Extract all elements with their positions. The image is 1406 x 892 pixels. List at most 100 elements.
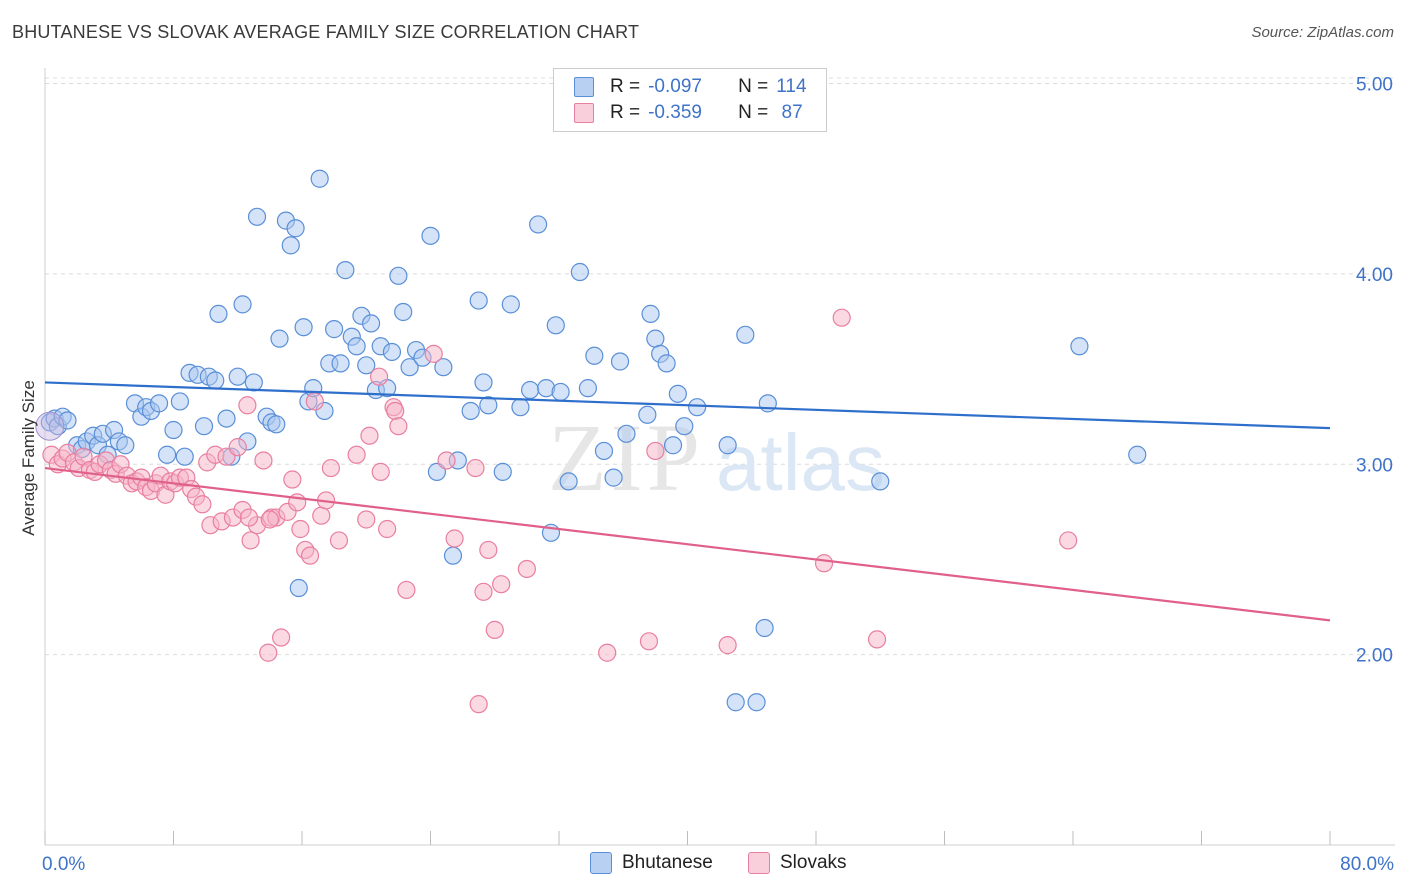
bhutanese-point <box>1128 445 1147 464</box>
bhutanese-point <box>610 352 630 371</box>
y-tick-label-1: 3.00 <box>1356 455 1393 476</box>
legend-n-label: N = <box>738 102 769 123</box>
bottom-legend-bhutanese: Bhutanese <box>590 852 713 874</box>
slovaks-point <box>312 506 331 525</box>
bhutanese-point <box>871 472 890 491</box>
chart-title: BHUTANESE VS SLOVAK AVERAGE FAMILY SIZE … <box>12 22 640 42</box>
bhutanese-point <box>755 618 774 638</box>
watermark-atlas: atlas <box>716 418 885 507</box>
grid-lines <box>45 77 1395 656</box>
bhutanese-point <box>331 354 350 373</box>
bhutanese-point <box>244 373 263 392</box>
legend-n-value: 114 <box>776 76 807 97</box>
slovaks-point <box>386 401 405 421</box>
bhutanese-point <box>638 405 657 424</box>
slovaks-point <box>193 495 212 514</box>
legend-r-label: R = <box>610 102 641 123</box>
bhutanese-point <box>501 295 520 314</box>
slovaks-point <box>272 628 291 647</box>
slovaks-trend-line <box>44 466 1331 622</box>
x-tick-label-0: 0.0% <box>42 854 85 875</box>
slovaks-point <box>517 559 536 579</box>
slovaks-point <box>241 531 260 550</box>
bhutanese-point <box>361 314 381 333</box>
bhutanese-point <box>668 384 687 403</box>
bhutanese-point <box>646 329 665 348</box>
slovaks-point <box>260 510 279 529</box>
slovaks-point <box>469 695 488 714</box>
slovaks-point <box>389 417 408 436</box>
y-axis-label: Average Family Size <box>19 380 38 536</box>
bhutanese-point <box>604 468 623 487</box>
bhutanese-point <box>233 295 252 314</box>
data-points <box>35 169 1147 714</box>
bhutanese-point <box>461 401 480 421</box>
bhutanese-point <box>347 337 366 356</box>
slovaks-point <box>370 367 389 386</box>
y-tick-label-2: 4.00 <box>1356 265 1393 286</box>
overlap-point <box>35 411 65 441</box>
legend-n-label: N = <box>738 76 769 97</box>
slovaks-point <box>259 643 278 662</box>
slovaks-point <box>485 620 504 639</box>
slovaks-point <box>360 426 379 445</box>
slovaks-point <box>646 441 665 461</box>
bhutanese-point <box>267 415 286 434</box>
bhutanese-point <box>170 392 190 411</box>
slovaks-point <box>466 458 485 478</box>
bhutanese-point <box>289 578 308 598</box>
bhutanese-point <box>443 546 463 565</box>
watermark: ZIP atlas <box>548 404 885 511</box>
bottom-legend-slovaks: Slovaks <box>748 852 847 874</box>
bhutanese-point <box>286 219 305 238</box>
bhutanese-point <box>294 318 313 337</box>
slovaks-point <box>321 458 341 478</box>
bhutanese-point <box>228 367 247 386</box>
slovaks-point <box>718 636 737 655</box>
bhutanese-point <box>718 436 737 455</box>
bhutanese-point <box>469 291 488 310</box>
bhutanese-point <box>389 266 408 285</box>
bhutanese-point <box>394 302 413 322</box>
bhutanese-point <box>116 436 135 455</box>
legend-n-value: 87 <box>776 102 803 123</box>
bhutanese-point <box>736 325 755 344</box>
slovaks-point <box>397 580 416 600</box>
bottom-swatch-bhutanese <box>590 852 612 874</box>
slovaks-point <box>424 344 443 363</box>
y-tick-label-3: 5.00 <box>1356 75 1393 96</box>
slovaks-point <box>598 643 617 662</box>
bhutanese-point <box>493 462 512 481</box>
bhutanese-point <box>578 379 598 398</box>
slovaks-point <box>474 582 493 601</box>
slovaks-point <box>378 519 397 539</box>
slovaks-point <box>283 470 302 489</box>
bhutanese-point <box>551 382 570 402</box>
y-tick-label-0: 2.00 <box>1356 646 1393 667</box>
bhutanese-point <box>657 354 676 373</box>
legend-r-value: -0.097 <box>648 76 702 97</box>
slovaks-point <box>492 575 511 594</box>
bhutanese-trend-line <box>44 381 1331 430</box>
bhutanese-point <box>434 358 453 377</box>
legend-row-bhutanese: R = -0.097 N = 114 <box>574 75 807 99</box>
bottom-swatch-slovaks <box>748 852 770 874</box>
slovaks-point <box>300 546 320 565</box>
bhutanese-point <box>164 420 183 440</box>
bhutanese-point <box>421 226 440 245</box>
bhutanese-point <box>58 411 77 430</box>
slovaks-point <box>371 462 390 481</box>
slovaks-point <box>479 540 498 560</box>
bhutanese-point <box>149 394 169 413</box>
bhutanese-point <box>217 409 236 428</box>
slovaks-point <box>347 445 366 464</box>
legend-row-slovaks: R = -0.359 N = 87 <box>574 101 803 125</box>
bhutanese-point <box>663 436 683 455</box>
bhutanese-point <box>382 342 402 362</box>
bhutanese-point <box>209 304 228 323</box>
slovaks-point <box>445 529 464 548</box>
slovaks-point <box>228 438 247 457</box>
bhutanese-point <box>281 236 300 255</box>
bhutanese-point <box>474 373 493 392</box>
